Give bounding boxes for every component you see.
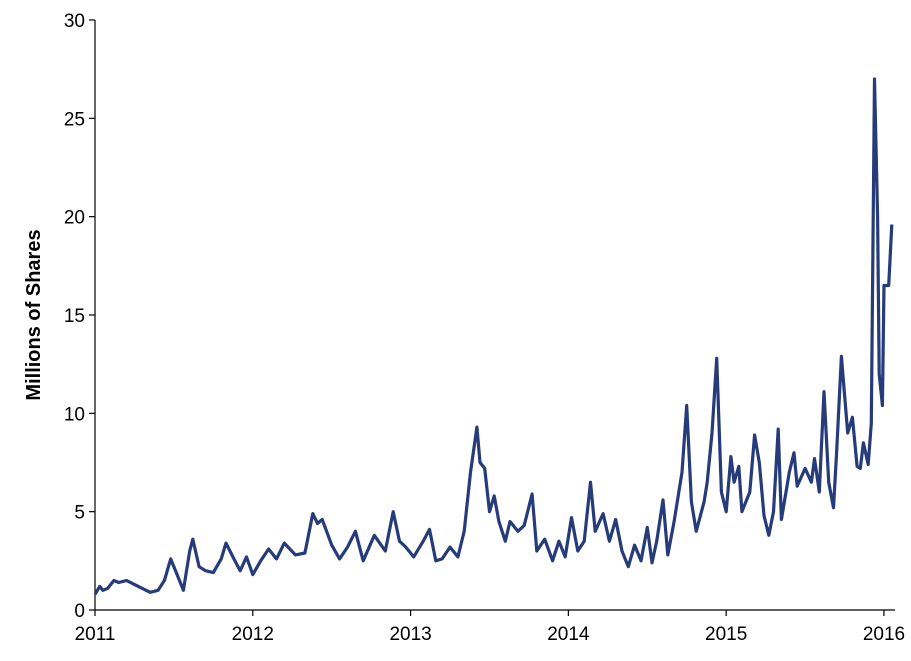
axes: [94, 20, 895, 611]
y-tick-label: 0: [74, 601, 85, 622]
y-tick-label: 10: [64, 404, 85, 425]
y-axis-label: Millions of Shares: [23, 229, 45, 400]
x-tick-label: 2013: [389, 624, 431, 645]
y-tick-label: 20: [64, 208, 85, 229]
y-tick-label: 30: [64, 11, 85, 32]
x-tick-label: 2012: [232, 624, 274, 645]
y-tick-label: 15: [64, 306, 85, 327]
y-tick-label: 25: [64, 109, 85, 130]
y-tick-label: 5: [74, 503, 85, 524]
x-tick-label: 2014: [547, 624, 590, 645]
x-tick-label: 2015: [705, 624, 747, 645]
line: [93, 77, 894, 596]
x-tick-label: 2016: [863, 624, 905, 645]
x-tick-label: 2011: [75, 624, 116, 645]
